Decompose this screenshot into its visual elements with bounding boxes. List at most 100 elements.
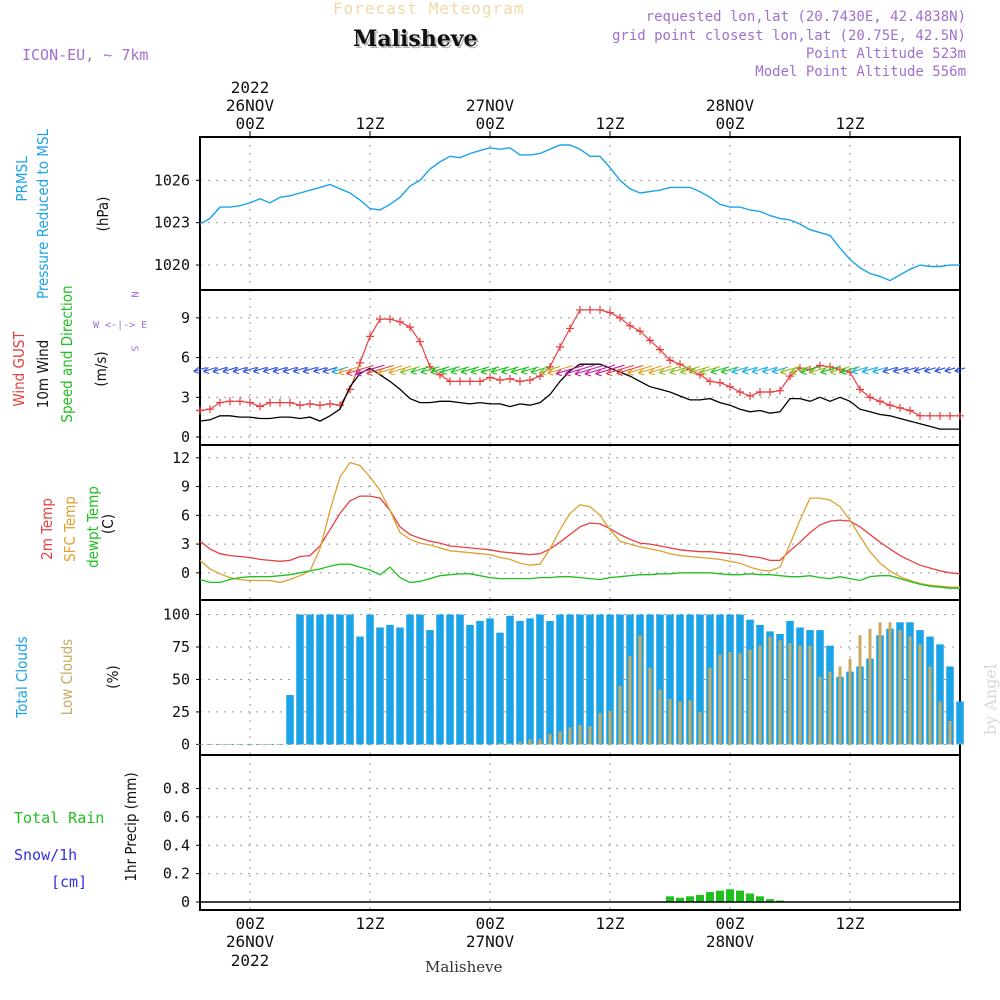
x-tick-label-bottom: 12Z: [836, 914, 865, 933]
gust-marker: [266, 398, 274, 407]
y-tick-label: 75: [172, 638, 190, 656]
total-cloud-bar: [296, 614, 304, 745]
low-cloud-bar: [828, 671, 832, 745]
gust-marker: [636, 327, 644, 336]
wind-arrowhead: [720, 367, 728, 375]
wind-arrowhead: [555, 369, 563, 377]
gust-marker: [626, 321, 634, 330]
gust-marker: [486, 373, 494, 382]
wind-arrow: [872, 366, 888, 373]
x-tick-label-top: 12Z: [836, 114, 865, 133]
gust-marker: [886, 401, 894, 410]
rain-bar: [766, 899, 774, 902]
wind-arrowhead: [313, 366, 320, 374]
wind-arrow: [934, 367, 946, 372]
wind-arrowhead: [944, 366, 951, 374]
wind-arrowhead: [789, 367, 797, 375]
low-cloud-bar: [678, 701, 682, 745]
gust-marker: [326, 399, 334, 408]
y-tick-label: 1020: [154, 256, 190, 274]
gust-marker: [256, 402, 264, 411]
grid-point-coords: grid point closest lon,lat (20.75E, 42.5…: [611, 28, 966, 44]
low-cloud-bar: [478, 744, 482, 745]
y-tick-label: 0.8: [163, 780, 190, 798]
wind-arrowhead: [346, 369, 353, 377]
sfc-temp-line: [199, 461, 960, 588]
wind-arrow: [388, 365, 412, 374]
rain-bar: [756, 896, 764, 902]
y-tick-label: 0.2: [163, 865, 190, 883]
total-cloud-bar: [526, 618, 534, 745]
wind-arrowhead: [355, 369, 362, 377]
wind-arrowhead: [501, 367, 508, 375]
total-cloud-bar: [696, 614, 704, 745]
wind-arrow: [882, 366, 898, 373]
gust-marker: [866, 393, 874, 402]
wind-arrow: [659, 365, 681, 374]
low-cloud-bar: [418, 744, 422, 745]
low-cloud-bar: [318, 744, 322, 745]
x-day-label-top: 26NOV: [226, 96, 275, 115]
wind-arrow: [913, 367, 927, 372]
gust-marker: [906, 406, 914, 415]
low-cloud-bar: [528, 739, 532, 745]
wind-arrow: [510, 366, 530, 373]
wind-arrowhead: [322, 367, 329, 375]
low-cloud-bar: [878, 622, 882, 745]
wind-arrow: [232, 366, 248, 373]
wind-line: [199, 363, 960, 430]
low-cloud-bar: [378, 744, 382, 745]
y-tick-label: 100: [163, 605, 190, 623]
wind-arrowhead: [388, 368, 395, 376]
wind-arrow: [790, 366, 810, 373]
wind-arrow: [772, 366, 788, 373]
wind-arrow: [606, 364, 634, 375]
wind-arrow: [700, 366, 720, 373]
total-cloud-bar: [316, 614, 324, 745]
wind-arrowhead: [913, 366, 921, 374]
wind-arrowhead: [690, 367, 697, 375]
gust-marker: [606, 308, 614, 317]
wind-arrow: [440, 366, 460, 373]
wind-arrowhead: [470, 367, 477, 375]
wind-arrow: [293, 366, 307, 373]
gust-marker: [666, 356, 674, 365]
x-day-label-bottom: 26NOV: [226, 932, 275, 951]
snow-unit-label: [cm]: [51, 873, 88, 891]
low-cloud-bar: [708, 667, 712, 745]
wind-arrowhead: [399, 367, 407, 375]
gust-marker: [586, 305, 594, 314]
total-cloud-bar: [456, 614, 464, 745]
total-cloud-bar: [326, 614, 334, 745]
wind-arrow: [584, 364, 616, 375]
y-tick-label: 6: [181, 506, 190, 524]
wind-arrowhead: [539, 368, 546, 376]
y-tick-label: 1023: [154, 214, 190, 232]
wind-arrowhead: [779, 367, 787, 375]
x-day-label-top: 28NOV: [706, 96, 755, 115]
low-cloud-bar: [308, 744, 312, 745]
wind-arrowhead: [882, 367, 889, 375]
wind-arrowhead: [232, 367, 240, 375]
wind-arrowhead: [331, 367, 338, 375]
low-cloud-bar: [488, 744, 492, 745]
panel-frame: [199, 754, 961, 911]
y-tick-label: 3: [181, 388, 190, 406]
gust-marker: [616, 313, 624, 322]
wind-arrowhead: [762, 367, 769, 375]
gust-marker: [746, 391, 754, 400]
gust-marker: [476, 377, 484, 386]
low-cloud-bar: [438, 744, 442, 745]
x-tick-label-top: 12Z: [356, 114, 385, 133]
gust-marker: [726, 382, 734, 391]
low-cloud-bar: [698, 711, 702, 745]
total-cloud-bar: [676, 614, 684, 745]
wind-arrow: [430, 366, 450, 373]
wind-arrowhead: [710, 367, 717, 375]
low-cloud-bar: [218, 744, 222, 745]
wind-arrow: [460, 366, 480, 373]
low-cloud-bar: [778, 640, 782, 745]
gust-marker: [516, 377, 524, 386]
wind-arrow: [800, 366, 820, 373]
wind-arrow: [272, 366, 288, 373]
